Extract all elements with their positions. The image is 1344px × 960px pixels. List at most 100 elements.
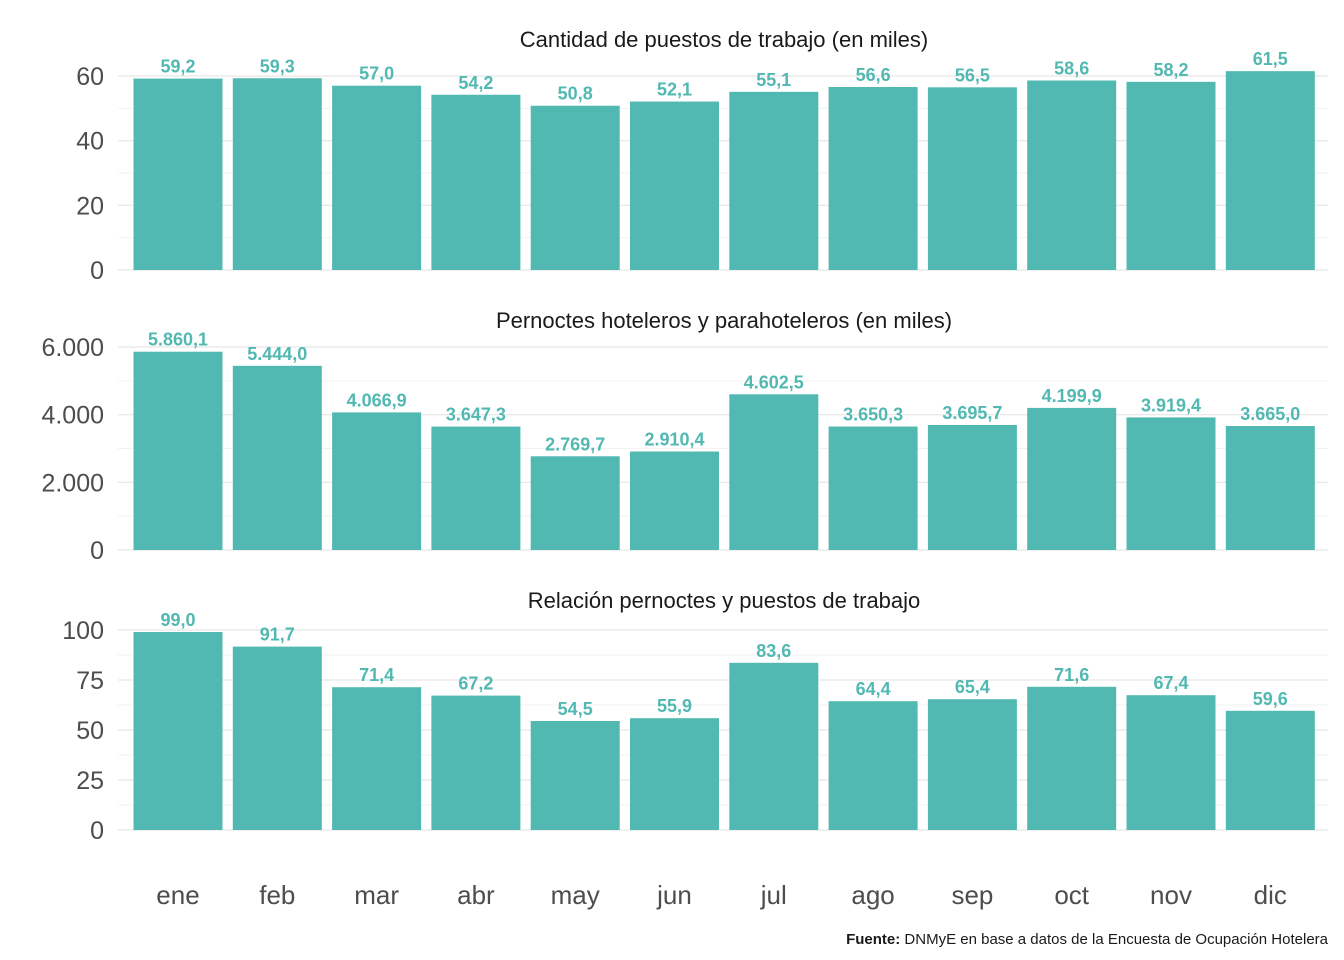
bar-mar: [332, 85, 422, 270]
bar-feb: [232, 646, 322, 830]
bar-feb: [232, 78, 322, 270]
y-tick-label: 25: [76, 767, 104, 795]
bar-value-label: 65,4: [955, 677, 990, 697]
x-tick-label: mar: [354, 880, 399, 910]
source-text: DNMyE en base a datos de la Encuesta de …: [900, 931, 1328, 948]
x-tick-label: dic: [1254, 880, 1287, 910]
panel-2: Pernoctes hoteleros y parahoteleros (en …: [41, 308, 1328, 565]
y-tick-label: 0: [90, 257, 104, 285]
bar-value-label: 67,4: [1153, 673, 1188, 693]
bar-value-label: 59,3: [260, 56, 295, 76]
bar-abr: [431, 426, 521, 550]
x-tick-label: ago: [851, 880, 894, 910]
source-label: Fuente:: [846, 931, 900, 948]
x-axis: ene feb mar abr may jun jul ago sep oct nov dic: [156, 880, 1287, 910]
y-tick-label: 20: [76, 192, 104, 220]
bar-value-label: 3.695,7: [942, 403, 1002, 423]
bar-oct: [1027, 686, 1117, 830]
bar-value-label: 54,2: [458, 73, 493, 93]
bar-dic: [1225, 426, 1315, 550]
bar-abr: [431, 94, 521, 271]
bar-value-label: 57,0: [359, 64, 394, 84]
x-tick-label: jun: [656, 880, 692, 910]
bar-value-label: 67,2: [458, 674, 493, 694]
bar-value-label: 64,4: [856, 679, 891, 699]
y-tick-label: 60: [76, 63, 104, 91]
bar-value-label: 5.444,0: [247, 344, 307, 364]
bar-ago: [828, 426, 918, 550]
bar-jul: [729, 91, 819, 271]
y-tick-label: 0: [90, 817, 104, 845]
bar-value-label: 59,2: [160, 57, 195, 77]
bar-value-label: 2.769,7: [545, 434, 605, 454]
bar-value-label: 54,5: [558, 699, 593, 719]
bar-value-label: 50,8: [558, 84, 593, 104]
panel-title: Pernoctes hoteleros y parahoteleros (en …: [496, 308, 952, 333]
bar-value-label: 56,6: [856, 65, 891, 85]
x-tick-label: abr: [457, 880, 495, 910]
source-note: Fuente: DNMyE en base a datos de la Encu…: [846, 931, 1329, 948]
bar-value-label: 4.199,9: [1042, 386, 1102, 406]
bar-value-label: 55,1: [756, 70, 791, 90]
panel-title: Cantidad de puestos de trabajo (en miles…: [520, 27, 928, 52]
bar-nov: [1126, 417, 1216, 550]
bar-oct: [1027, 80, 1117, 270]
bar-value-label: 99,0: [160, 610, 195, 630]
bar-jul: [729, 662, 819, 830]
y-tick-label: 4.000: [41, 402, 104, 430]
y-tick-label: 2.000: [41, 469, 104, 497]
bar-sep: [927, 87, 1017, 270]
bar-jun: [630, 101, 719, 270]
bar-ene: [133, 78, 223, 270]
bar-may: [530, 721, 620, 830]
bar-dic: [1225, 710, 1315, 830]
x-tick-label: sep: [951, 880, 993, 910]
bar-sep: [927, 699, 1017, 830]
bar-jun: [630, 451, 719, 550]
bar-value-label: 3.647,3: [446, 405, 506, 425]
bar-value-label: 4.602,5: [744, 372, 804, 392]
bar-value-label: 2.910,4: [644, 430, 704, 450]
y-tick-label: 6.000: [41, 334, 104, 362]
bar-value-label: 3.650,3: [843, 404, 903, 424]
bar-dic: [1225, 71, 1315, 271]
bar-ene: [133, 632, 223, 830]
y-tick-label: 75: [76, 667, 104, 695]
bar-value-label: 4.066,9: [347, 390, 407, 410]
y-tick-label: 0: [90, 537, 104, 565]
bar-ago: [828, 701, 918, 830]
y-tick-label: 50: [76, 717, 104, 745]
bar-value-label: 56,5: [955, 65, 990, 85]
bar-value-label: 58,2: [1153, 60, 1188, 80]
bar-value-label: 59,6: [1253, 689, 1288, 709]
bar-may: [530, 105, 620, 270]
panel-1: Cantidad de puestos de trabajo (en miles…: [76, 27, 1328, 285]
panel-3: Relación pernoctes y puestos de trabajo 0…: [62, 588, 1328, 845]
bar-value-label: 61,5: [1253, 49, 1288, 69]
bar-value-label: 91,7: [260, 625, 295, 645]
chart-panels: Cantidad de puestos de trabajo (en miles…: [41, 27, 1328, 845]
bar-value-label: 71,6: [1054, 665, 1089, 685]
bar-value-label: 55,9: [657, 696, 692, 716]
x-tick-label: feb: [259, 880, 295, 910]
bar-value-label: 83,6: [756, 641, 791, 661]
bar-jun: [630, 718, 719, 830]
bar-value-label: 52,1: [657, 80, 692, 100]
panel-title: Relación pernoctes y puestos de trabajo: [528, 588, 921, 613]
x-tick-label: oct: [1054, 880, 1089, 910]
x-tick-label: nov: [1150, 880, 1192, 910]
bar-sep: [927, 424, 1017, 550]
x-tick-label: ene: [156, 880, 199, 910]
bar-value-label: 5.860,1: [148, 330, 208, 350]
bar-mar: [332, 687, 422, 830]
y-tick-label: 40: [76, 128, 104, 156]
bar-value-label: 3.665,0: [1240, 404, 1300, 424]
bar-feb: [232, 365, 322, 550]
bar-ene: [133, 351, 223, 550]
bar-value-label: 71,4: [359, 665, 394, 685]
bar-mar: [332, 412, 422, 550]
bar-may: [530, 456, 620, 550]
bar-oct: [1027, 407, 1117, 550]
